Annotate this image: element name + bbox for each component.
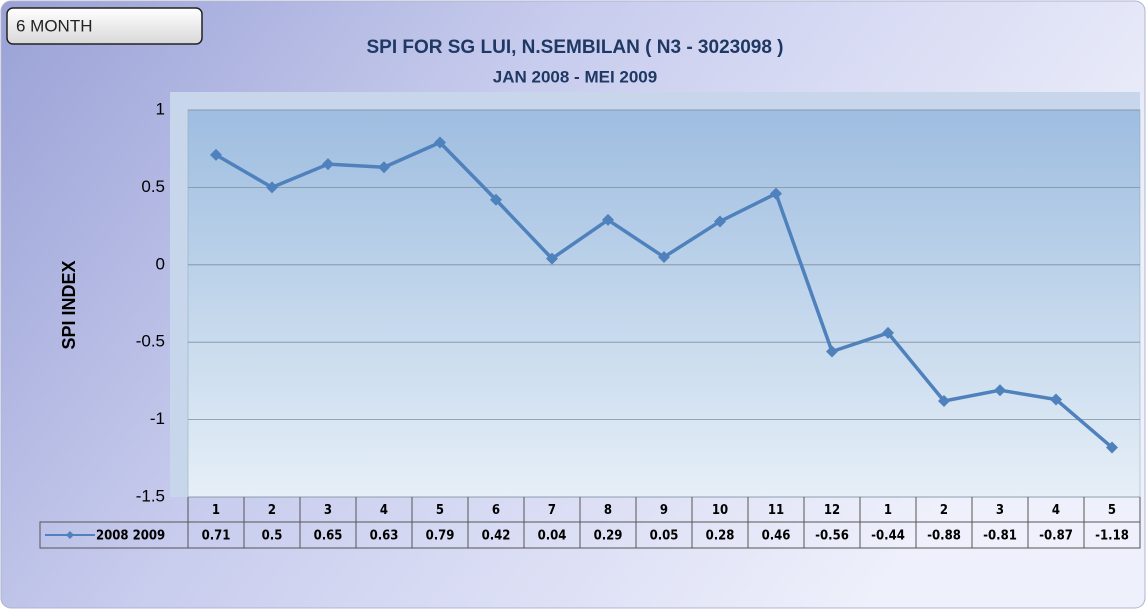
x-tick-label: 2 — [268, 503, 276, 518]
table-value: 0.29 — [594, 529, 623, 544]
data-point — [210, 148, 222, 161]
x-tick-label: 9 — [660, 503, 668, 518]
y-tick-label: 0.5 — [141, 177, 165, 196]
table-value: 0.5 — [262, 529, 283, 544]
y-tick-label: -1.5 — [136, 486, 165, 505]
table-value: -1.18 — [1095, 529, 1129, 544]
table-value: -0.87 — [1039, 529, 1073, 544]
table-value: 0.42 — [482, 529, 511, 544]
table-value: -0.44 — [871, 529, 905, 544]
x-tick-label: 5 — [436, 503, 444, 518]
data-point — [826, 345, 838, 358]
data-point — [1050, 393, 1062, 406]
data-point — [322, 158, 334, 171]
y-axis-label: SPI INDEX — [59, 260, 79, 349]
data-point — [434, 136, 446, 149]
chart-subtitle: JAN 2008 - MEI 2009 — [493, 67, 657, 86]
table-value: -0.88 — [927, 529, 961, 544]
table-value: 0.71 — [202, 529, 231, 544]
y-tick-label: -0.5 — [136, 332, 165, 351]
y-tick-label: 1 — [156, 99, 165, 118]
table-value: 0.05 — [650, 529, 679, 544]
data-point — [938, 395, 950, 408]
x-tick-label: 7 — [548, 503, 556, 518]
data-point — [714, 215, 726, 228]
button-label[interactable]: 6 MONTH — [16, 16, 93, 35]
table-value: 0.65 — [314, 529, 343, 544]
table-value: 0.79 — [426, 529, 455, 544]
plot-area — [187, 109, 1141, 498]
x-tick-label: 3 — [996, 503, 1004, 518]
x-tick-label: 4 — [380, 503, 388, 518]
button-frame[interactable] — [6, 7, 203, 45]
y-tick-label: 0 — [156, 254, 165, 273]
legend-label: 2008 2009 — [96, 529, 165, 544]
x-tick-label: 5 — [1108, 503, 1116, 518]
x-tick-label: 10 — [712, 503, 728, 518]
table-value: 0.46 — [762, 529, 791, 544]
data-point — [770, 187, 782, 200]
x-tick-label: 1 — [212, 503, 220, 518]
data-point — [658, 251, 670, 264]
x-tick-label: 6 — [492, 503, 500, 518]
data-point — [882, 326, 894, 339]
data-point — [1106, 441, 1118, 454]
table-value: 0.04 — [538, 529, 567, 544]
data-point — [602, 213, 614, 226]
y-tick-label: -1 — [150, 409, 165, 428]
chart-title: SPI FOR SG LUI, N.SEMBILAN ( N3 - 302309… — [366, 37, 783, 58]
data-point — [266, 181, 278, 194]
x-tick-label: 11 — [768, 503, 784, 518]
data-point — [546, 252, 558, 265]
data-point — [378, 161, 390, 174]
x-tick-label: 4 — [1052, 503, 1060, 518]
data-point — [490, 193, 502, 206]
x-tick-label: 1 — [884, 503, 892, 518]
x-tick-label: 2 — [940, 503, 948, 518]
legend-marker — [66, 531, 74, 539]
table-value: 0.63 — [370, 529, 399, 544]
data-point — [994, 384, 1006, 397]
table-value: -0.81 — [983, 529, 1017, 544]
x-tick-label: 8 — [604, 503, 612, 518]
x-tick-label: 12 — [824, 503, 840, 518]
button[interactable]: 6 MONTH — [6, 7, 203, 45]
table-value: -0.56 — [815, 529, 849, 544]
x-tick-label: 3 — [324, 503, 332, 518]
table-value: 0.28 — [706, 529, 735, 544]
